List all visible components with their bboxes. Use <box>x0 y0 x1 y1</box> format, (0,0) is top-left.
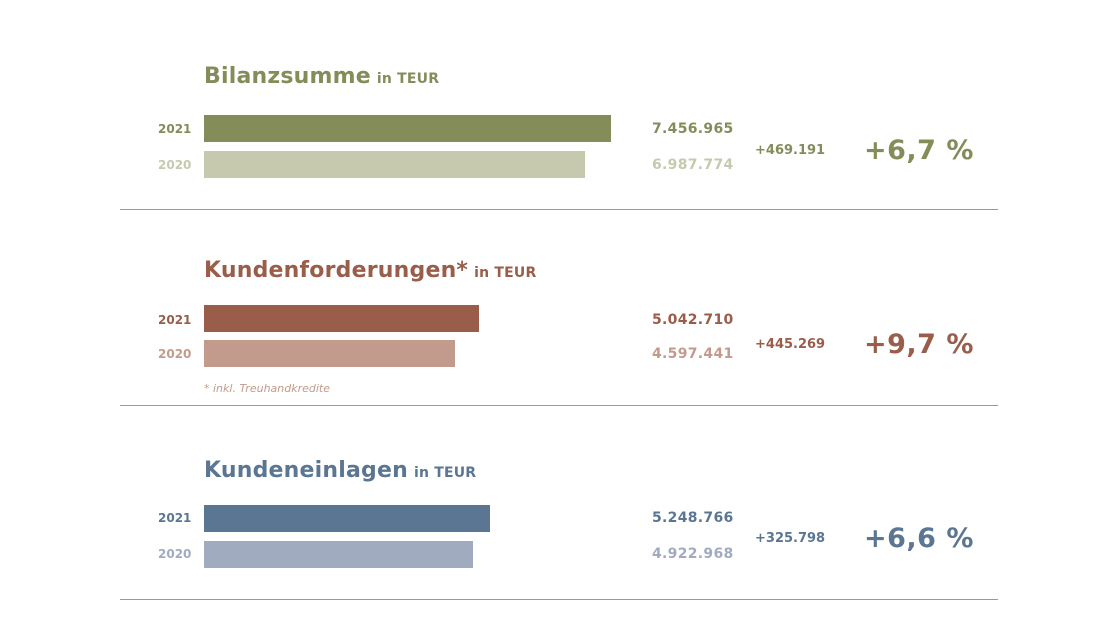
chart-unit: in TEUR <box>413 465 477 481</box>
chart-unit: in TEUR <box>474 265 537 281</box>
percent-change: +6,7 % <box>864 135 974 166</box>
bar-2020 <box>204 340 455 367</box>
percent-change: +9,7 % <box>864 329 974 360</box>
bar-2021 <box>204 505 490 532</box>
percent-change: +6,6 % <box>864 523 974 554</box>
section-divider <box>120 209 998 210</box>
chart-title: Bilanzsumme in TEUR <box>204 64 439 89</box>
change-value: +469.191 <box>755 143 826 158</box>
change-value: +445.269 <box>755 337 826 352</box>
chart-title-text: Kundeneinlagen <box>204 458 408 483</box>
chart-unit: in TEUR <box>376 71 440 87</box>
value-2021: 7.456.965 <box>652 121 734 137</box>
value-2020: 4.922.968 <box>652 546 734 562</box>
section-divider <box>120 405 998 406</box>
value-2021: 5.248.766 <box>652 510 734 526</box>
chart-title: Kundeneinlagen in TEUR <box>204 458 476 483</box>
value-2020: 4.597.441 <box>652 346 734 362</box>
section-divider <box>120 599 998 600</box>
year-label-2021: 2021 <box>158 511 192 525</box>
bar-2020 <box>204 541 473 568</box>
bar-2020 <box>204 151 585 178</box>
chart-title: Kundenforderungen* in TEUR <box>204 258 536 283</box>
year-label-2021: 2021 <box>158 313 192 327</box>
year-label-2020: 2020 <box>158 547 192 561</box>
bar-2021 <box>204 305 479 332</box>
year-label-2020: 2020 <box>158 347 192 361</box>
year-label-2021: 2021 <box>158 122 192 136</box>
chart-title-text: Bilanzsumme <box>204 64 371 89</box>
value-2020: 6.987.774 <box>652 157 734 173</box>
value-2021: 5.042.710 <box>652 312 734 328</box>
chart-title-text: Kundenforderungen* <box>204 258 469 283</box>
change-value: +325.798 <box>755 531 826 546</box>
year-label-2020: 2020 <box>158 158 192 172</box>
bar-2021 <box>204 115 611 142</box>
footnote: * inkl. Treuhandkredite <box>204 382 331 395</box>
